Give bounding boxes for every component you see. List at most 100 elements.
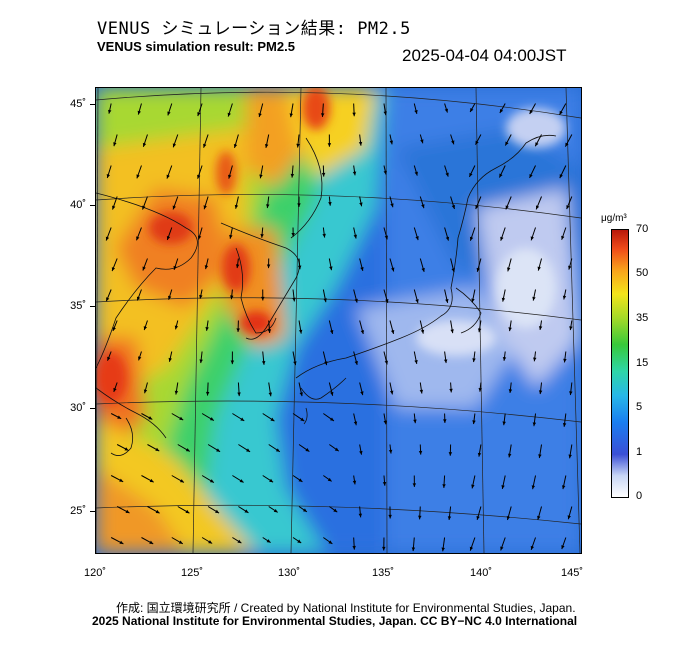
lon-label-135: 135˚ bbox=[371, 567, 395, 579]
wind-arrow-head bbox=[389, 140, 394, 145]
wind-arrow-head bbox=[566, 205, 570, 210]
wind-arrow-head bbox=[297, 539, 302, 544]
wind-arrow-head bbox=[472, 420, 476, 425]
wind-arrow-head bbox=[270, 417, 275, 422]
wind-arrow-head bbox=[450, 329, 454, 334]
wind-arrow-head bbox=[142, 142, 147, 147]
wind-arrow-head bbox=[209, 417, 214, 421]
wind-arrow-head bbox=[414, 171, 418, 176]
wind-arrow-head bbox=[327, 143, 332, 147]
wind-arrow-head bbox=[199, 294, 203, 299]
wind-arrow-head bbox=[302, 508, 307, 512]
wind-arrow-head bbox=[507, 267, 511, 272]
wind-arrow-head bbox=[155, 509, 160, 514]
wind-arrow-head bbox=[329, 417, 334, 421]
wind-arrow-head bbox=[291, 232, 295, 237]
wind-arrow-head bbox=[264, 144, 269, 148]
lat-tick bbox=[90, 408, 95, 409]
wind-arrow-head bbox=[119, 540, 124, 544]
wind-arrow-head bbox=[290, 173, 295, 178]
wind-arrow-head bbox=[260, 234, 264, 238]
wind-arrow-head bbox=[267, 329, 272, 333]
wind-arrow-head bbox=[530, 545, 535, 550]
wind-arrow-head bbox=[414, 109, 418, 114]
colorbar-unit: μg/m³ bbox=[601, 213, 627, 224]
wind-arrow-head bbox=[269, 478, 274, 483]
wind-arrow-head bbox=[352, 112, 356, 117]
wind-arrow-head bbox=[112, 326, 116, 331]
wind-arrow-head bbox=[470, 108, 474, 113]
wind-arrow-head bbox=[108, 109, 112, 114]
lon-label-120: 120˚ bbox=[83, 567, 107, 579]
wind-arrow-head bbox=[166, 235, 171, 240]
wind-arrow-head bbox=[499, 109, 504, 114]
wind-arrow-head bbox=[275, 448, 280, 452]
wind-arrow-head bbox=[240, 417, 245, 421]
wind-arrow-head bbox=[293, 361, 297, 366]
wind-vector-field bbox=[105, 103, 573, 552]
wind-arrow-head bbox=[204, 265, 209, 270]
wind-arrow-head bbox=[360, 266, 364, 271]
wind-arrow-head bbox=[353, 421, 358, 426]
wind-arrow-head bbox=[414, 360, 418, 364]
wind-arrow-head bbox=[185, 509, 190, 514]
wind-arrow-head bbox=[360, 391, 364, 396]
wind-arrow-head bbox=[382, 546, 386, 551]
lat-tick bbox=[90, 205, 95, 206]
wind-arrow-head bbox=[329, 266, 333, 271]
graticule bbox=[96, 88, 581, 553]
wind-arrow-head bbox=[105, 236, 110, 241]
wind-arrow-head bbox=[266, 204, 270, 209]
colorbar-label-5: 5 bbox=[636, 401, 643, 413]
wind-arrow-head bbox=[451, 268, 455, 273]
wind-arrow-head bbox=[469, 236, 474, 241]
wind-arrow-head bbox=[535, 205, 540, 210]
wind-arrow-head bbox=[568, 454, 572, 459]
wind-arrow-head bbox=[529, 173, 533, 178]
wind-arrow-head bbox=[234, 204, 239, 209]
wind-arrow-head bbox=[117, 415, 122, 419]
wind-arrow-head bbox=[197, 174, 201, 179]
wind-arrow-head bbox=[208, 540, 213, 544]
lon-label-125: 125˚ bbox=[180, 567, 204, 579]
wind-arrow-head bbox=[167, 111, 171, 116]
wind-arrow-head bbox=[445, 236, 450, 241]
wind-arrow-head bbox=[389, 390, 394, 395]
wind-arrow-head bbox=[500, 236, 504, 241]
lon-label-145: 145˚ bbox=[560, 567, 584, 579]
wind-arrow-head bbox=[297, 203, 301, 207]
wind-arrow-head bbox=[391, 267, 395, 272]
wind-arrow-head bbox=[327, 477, 332, 482]
wind-arrow-head bbox=[569, 326, 573, 331]
wind-arrow-head bbox=[559, 110, 563, 115]
wind-arrow-head bbox=[179, 416, 184, 421]
wind-arrow-head bbox=[390, 329, 395, 334]
wind-arrow-head bbox=[334, 447, 339, 452]
wind-arrow-head bbox=[531, 485, 536, 490]
wind-arrow-head bbox=[178, 540, 183, 544]
wind-arrow-head bbox=[292, 297, 296, 302]
wind-arrow-head bbox=[148, 416, 153, 420]
colorbar-label-50: 50 bbox=[636, 267, 649, 279]
wind-arrow-head bbox=[179, 479, 184, 483]
wind-arrow-head bbox=[561, 235, 565, 240]
wind-arrow-head bbox=[300, 417, 305, 422]
wind-arrow-head bbox=[569, 391, 573, 396]
wind-arrow-head bbox=[124, 447, 129, 451]
wind-arrow-head bbox=[476, 267, 480, 272]
wind-arrow-head bbox=[419, 389, 424, 394]
wind-arrow-head bbox=[442, 484, 446, 488]
wind-arrow-head bbox=[237, 539, 242, 544]
wind-arrow-head bbox=[538, 390, 543, 395]
wind-arrow-head bbox=[477, 452, 482, 457]
wind-arrow-head bbox=[298, 329, 303, 334]
wind-arrow-head bbox=[443, 359, 448, 364]
wind-arrow-head bbox=[559, 174, 563, 179]
wind-arrow-head bbox=[537, 266, 541, 271]
wind-arrow-head bbox=[113, 142, 117, 147]
wind-arrow-head bbox=[562, 295, 567, 300]
wind-arrow-head bbox=[471, 298, 475, 303]
wind-arrow-head bbox=[258, 113, 262, 118]
wind-arrow-head bbox=[185, 448, 190, 452]
wind-arrow-head bbox=[205, 326, 209, 331]
